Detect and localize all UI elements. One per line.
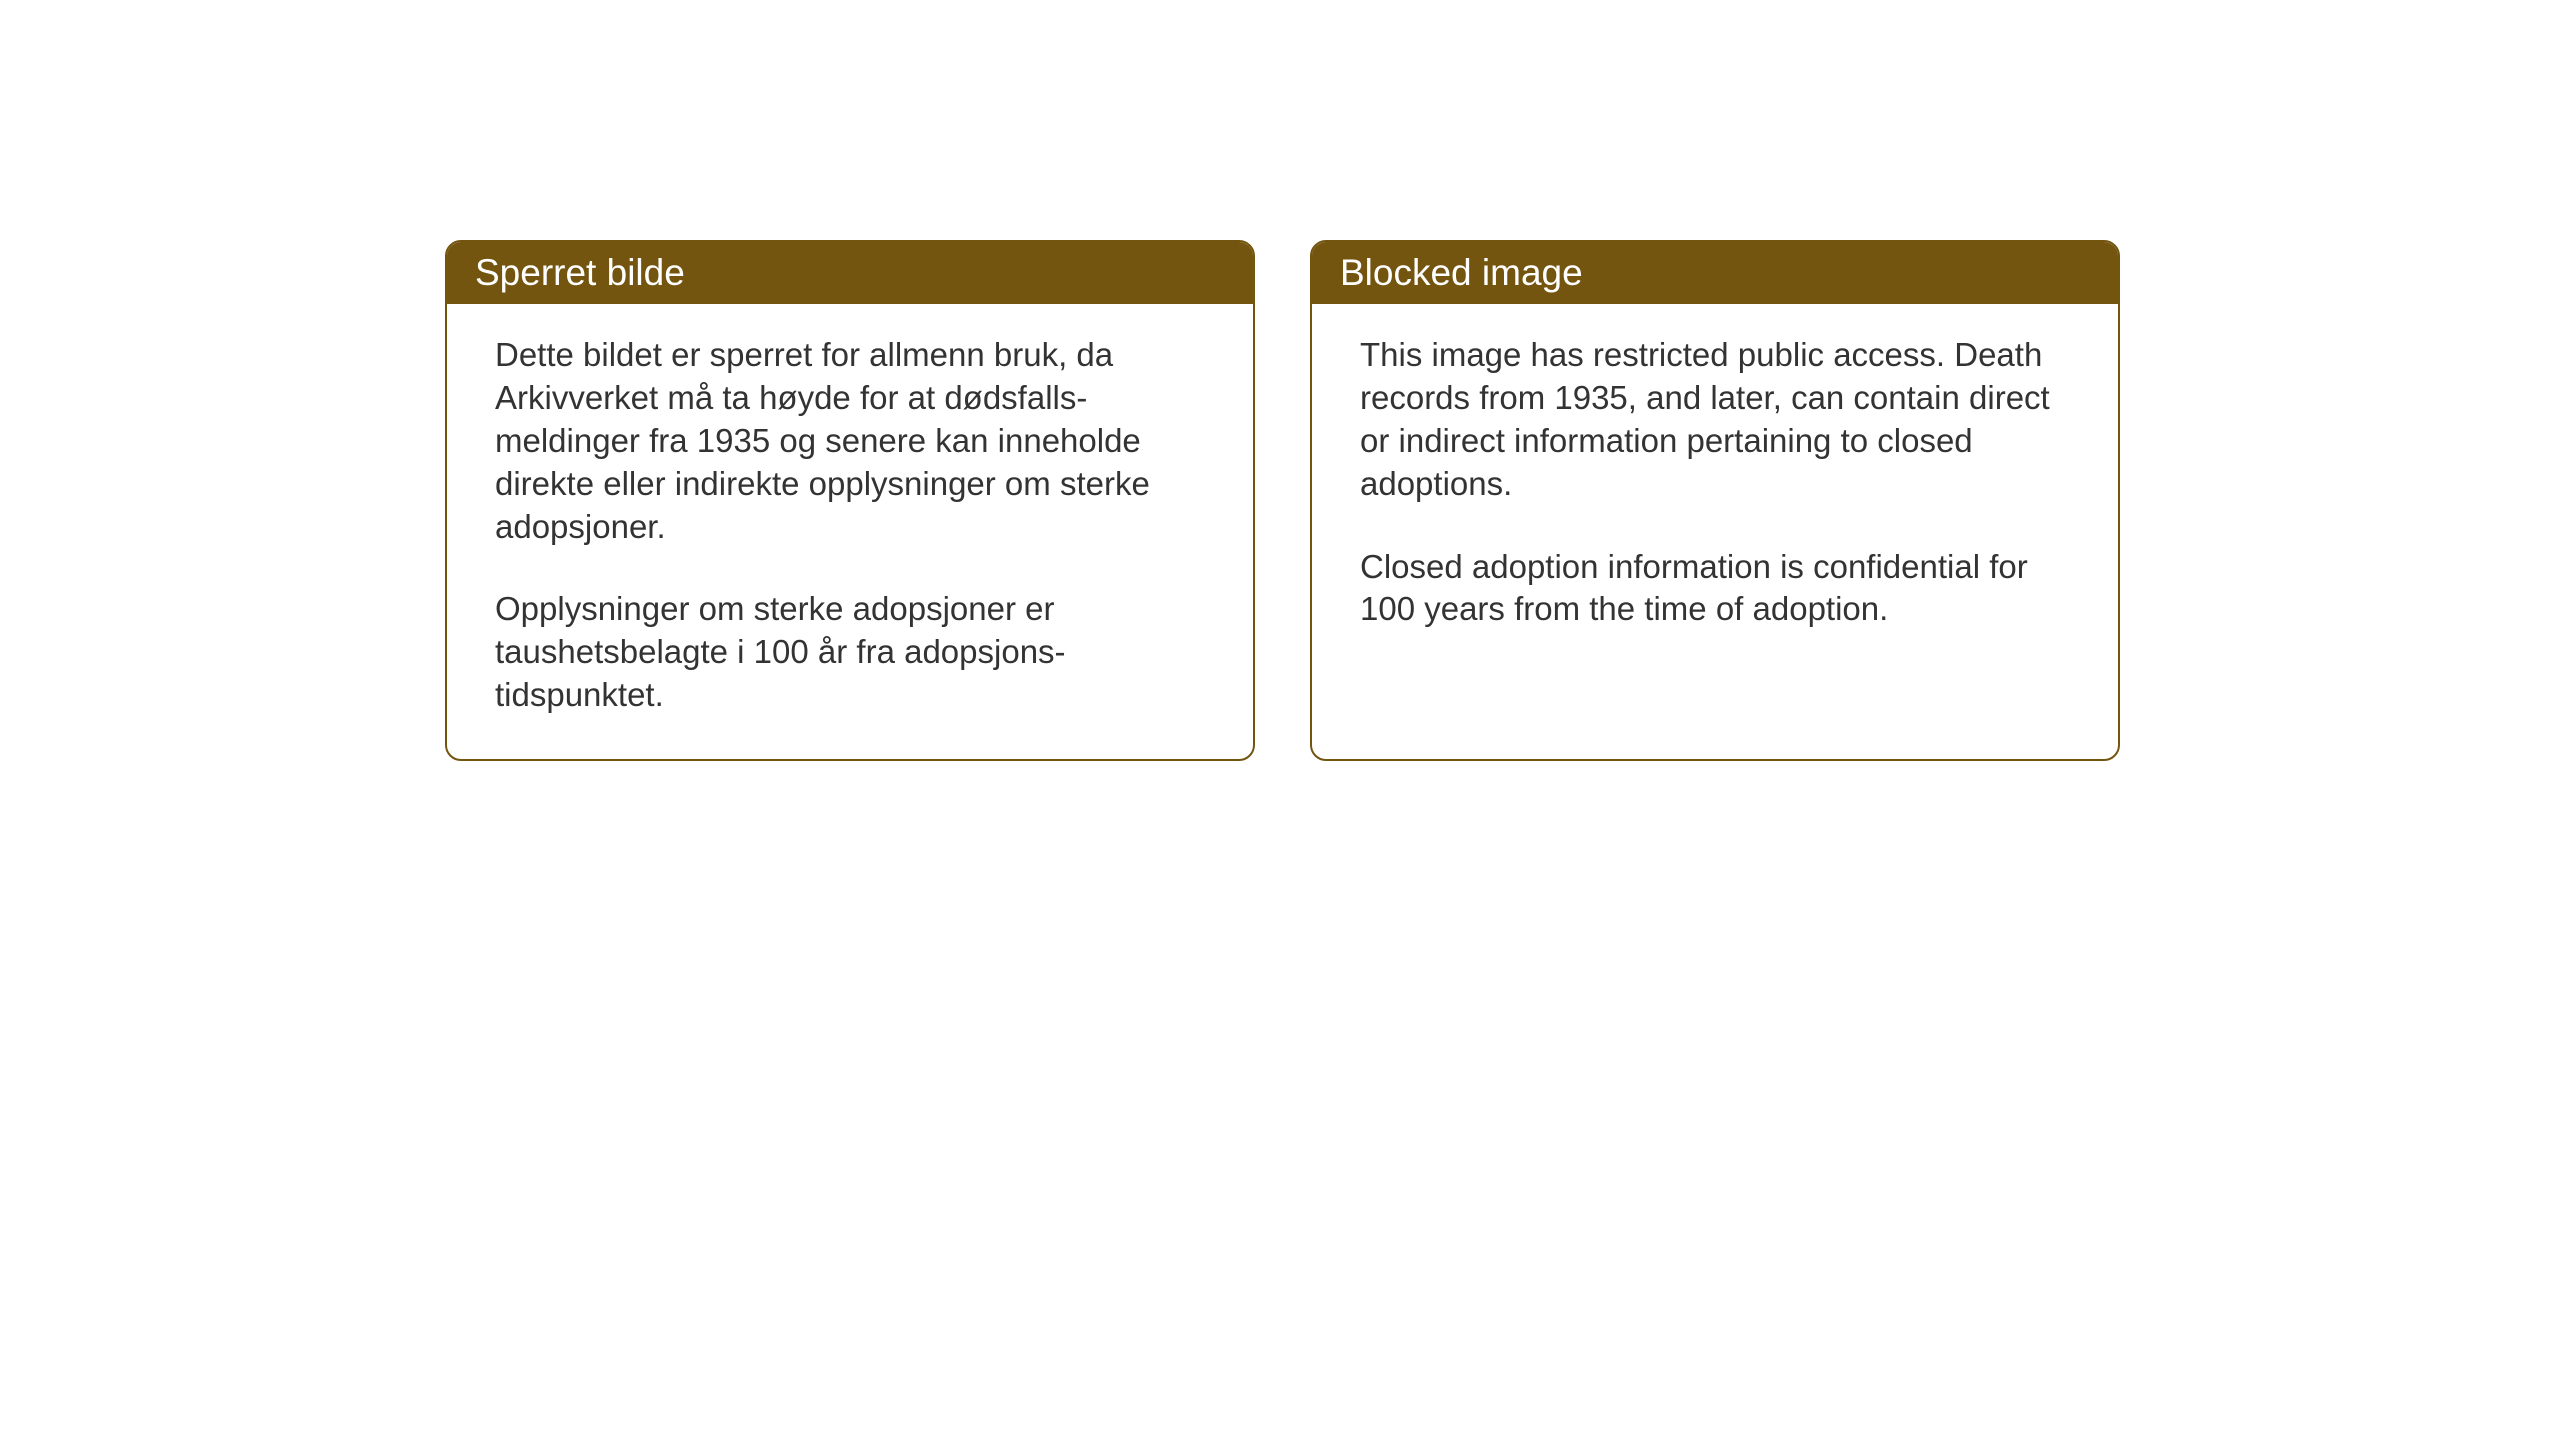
panel-norwegian: Sperret bilde Dette bildet er sperret fo… xyxy=(445,240,1255,761)
panel-paragraph: Opplysninger om sterke adopsjoner er tau… xyxy=(495,588,1205,717)
panels-container: Sperret bilde Dette bildet er sperret fo… xyxy=(445,240,2120,761)
panel-english: Blocked image This image has restricted … xyxy=(1310,240,2120,761)
panel-header-english: Blocked image xyxy=(1312,242,2118,304)
panel-paragraph: Dette bildet er sperret for allmenn bruk… xyxy=(495,334,1205,548)
panel-paragraph: This image has restricted public access.… xyxy=(1360,334,2070,506)
panel-header-norwegian: Sperret bilde xyxy=(447,242,1253,304)
panel-body-norwegian: Dette bildet er sperret for allmenn bruk… xyxy=(447,304,1253,759)
panel-paragraph: Closed adoption information is confident… xyxy=(1360,546,2070,632)
panel-body-english: This image has restricted public access.… xyxy=(1312,304,2118,673)
